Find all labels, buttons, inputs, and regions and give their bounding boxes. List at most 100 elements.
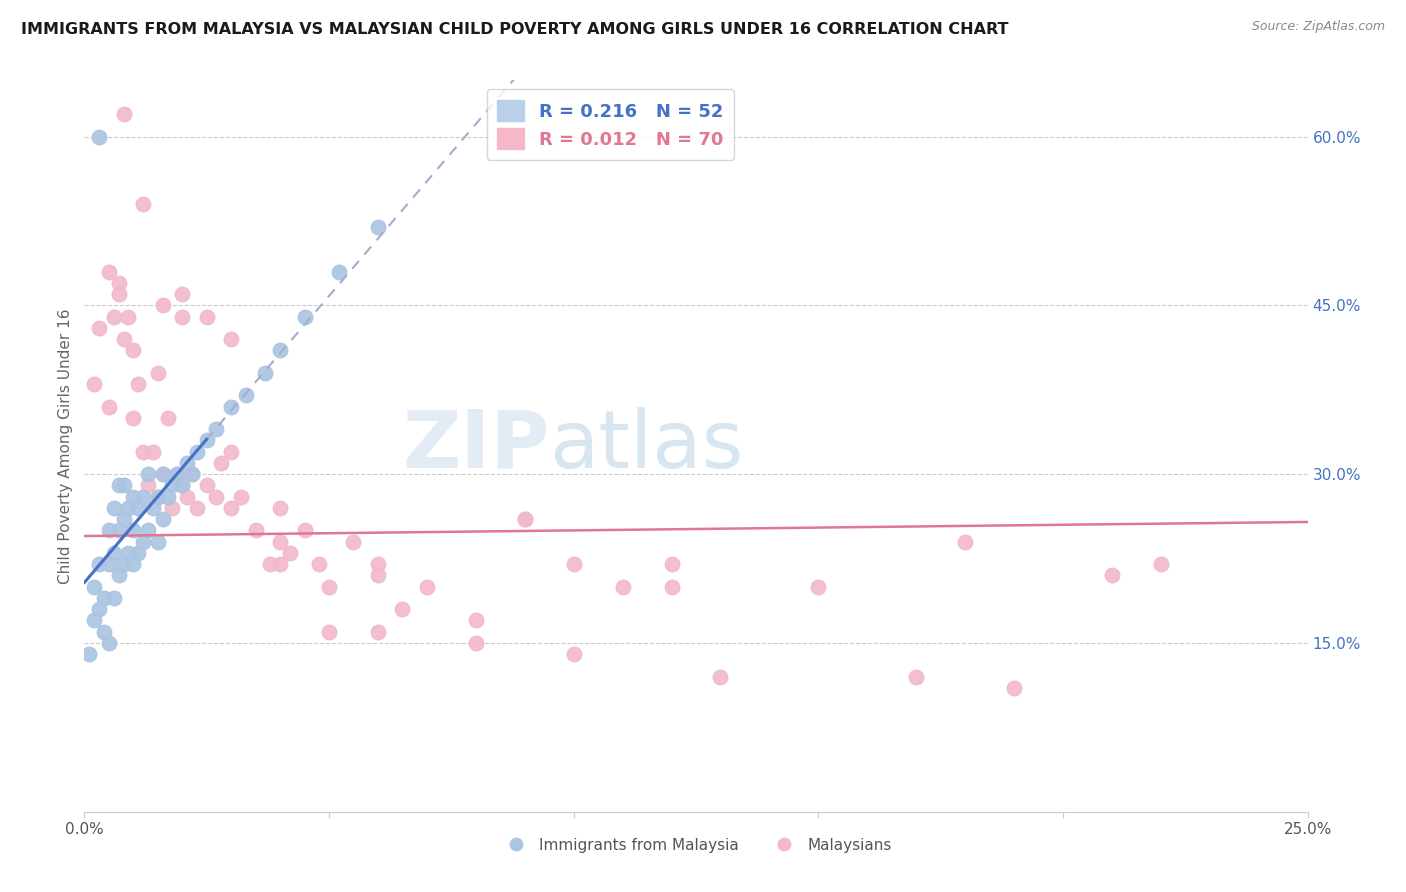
Point [953,534,976,549]
Point [181,467,204,482]
Point [83,614,105,628]
Point [308,557,330,571]
Point [661,580,683,594]
Point [416,580,439,594]
Point [152,512,174,526]
Point [294,524,316,538]
Point [205,490,228,504]
Point [172,478,194,492]
Point [112,557,135,571]
Point [93,624,115,639]
Point [205,422,228,436]
Point [172,310,194,324]
Point [136,467,159,482]
Point [93,591,115,605]
Point [229,490,252,504]
Point [156,490,179,504]
Y-axis label: Child Poverty Among Girls Under 16: Child Poverty Among Girls Under 16 [58,309,73,583]
Point [142,500,165,515]
Point [219,400,242,414]
Point [464,614,486,628]
Point [269,500,291,515]
Point [112,332,135,346]
Point [195,310,218,324]
Point [107,287,129,301]
Point [136,524,159,538]
Point [166,467,188,482]
Point [1101,568,1123,582]
Point [269,343,291,358]
Point [112,107,135,121]
Text: Source: ZipAtlas.com: Source: ZipAtlas.com [1251,20,1385,33]
Point [661,557,683,571]
Point [162,500,184,515]
Point [127,377,149,392]
Point [269,534,291,549]
Point [259,557,281,571]
Point [562,557,585,571]
Point [318,580,340,594]
Point [107,568,129,582]
Point [132,444,155,458]
Point [103,500,125,515]
Point [181,467,204,482]
Point [127,500,149,515]
Point [107,276,129,290]
Point [219,444,242,458]
Point [107,524,129,538]
Point [294,310,316,324]
Point [83,580,105,594]
Point [122,557,145,571]
Point [132,490,155,504]
Point [122,524,145,538]
Point [87,129,110,144]
Point [107,478,129,492]
Point [77,647,100,661]
Point [367,624,389,639]
Point [112,478,135,492]
Point [328,264,350,278]
Point [122,343,145,358]
Point [318,624,340,639]
Point [612,580,634,594]
Point [367,557,389,571]
Point [1002,681,1025,695]
Point [117,310,139,324]
Text: atlas: atlas [550,407,744,485]
Point [103,310,125,324]
Point [142,444,165,458]
Point [117,546,139,560]
Point [97,400,120,414]
Point [709,670,731,684]
Point [195,434,218,448]
Point [562,647,585,661]
Point [807,580,830,594]
Point [152,467,174,482]
Text: IMMIGRANTS FROM MALAYSIA VS MALAYSIAN CHILD POVERTY AMONG GIRLS UNDER 16 CORRELA: IMMIGRANTS FROM MALAYSIA VS MALAYSIAN CH… [21,22,1008,37]
Point [146,490,169,504]
Point [117,500,139,515]
Point [146,534,169,549]
Point [112,512,135,526]
Point [464,636,486,650]
Point [152,298,174,312]
Point [176,456,198,470]
Point [245,524,267,538]
Point [152,467,174,482]
Point [122,490,145,504]
Point [278,546,301,560]
Point [127,546,149,560]
Point [87,321,110,335]
Point [342,534,364,549]
Point [87,602,110,616]
Point [136,478,159,492]
Point [176,490,198,504]
Point [146,366,169,380]
Point [97,636,120,650]
Point [219,500,242,515]
Point [513,512,536,526]
Point [186,444,208,458]
Point [269,557,291,571]
Point [1150,557,1173,571]
Point [97,264,120,278]
